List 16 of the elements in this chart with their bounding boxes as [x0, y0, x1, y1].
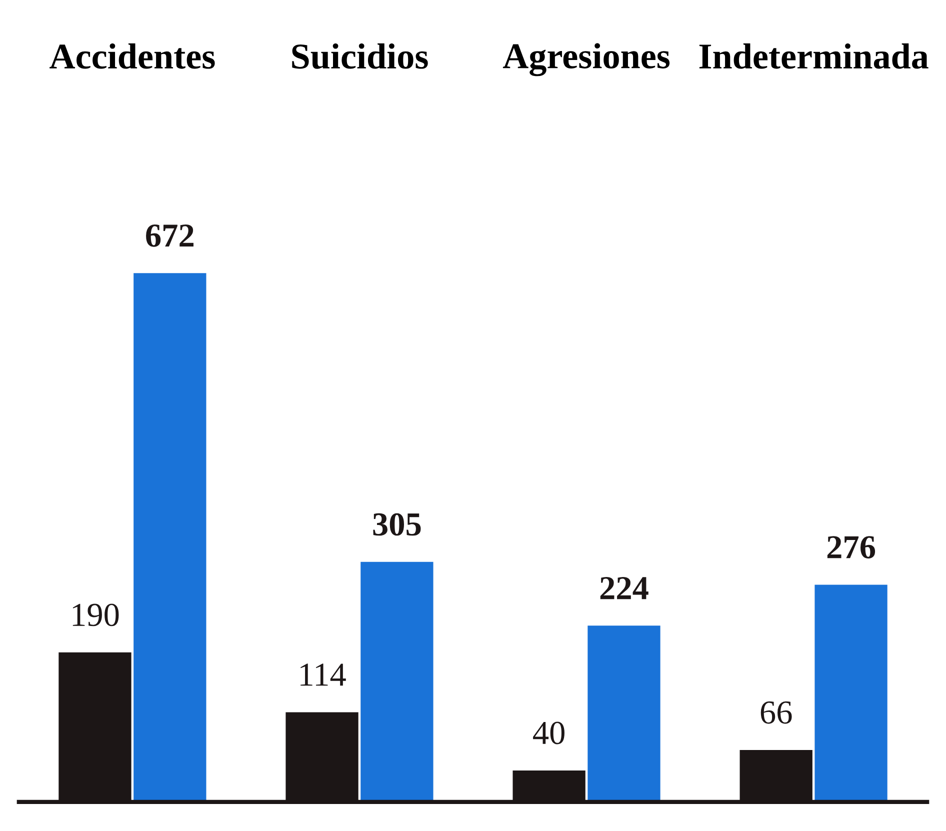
bar [134, 273, 206, 802]
x-tick-label: Suicidios [292, 43, 428, 69]
data-label: 276 [827, 536, 876, 559]
data-label: 40 [533, 722, 564, 744]
data-label: 190 [72, 604, 119, 626]
bar [814, 584, 888, 802]
data-label: 114 [300, 664, 346, 686]
x-tick-label: Accidentes [50, 43, 215, 69]
x-tick-label: Agresiones [502, 43, 670, 76]
data-label: 224 [600, 577, 648, 600]
data-label: 66 [760, 701, 792, 724]
data-label: 672 [146, 224, 194, 247]
bar [360, 562, 434, 802]
x-tick-label: Indeterminada [699, 43, 928, 69]
data-label: 305 [373, 513, 421, 536]
bar [588, 626, 660, 802]
